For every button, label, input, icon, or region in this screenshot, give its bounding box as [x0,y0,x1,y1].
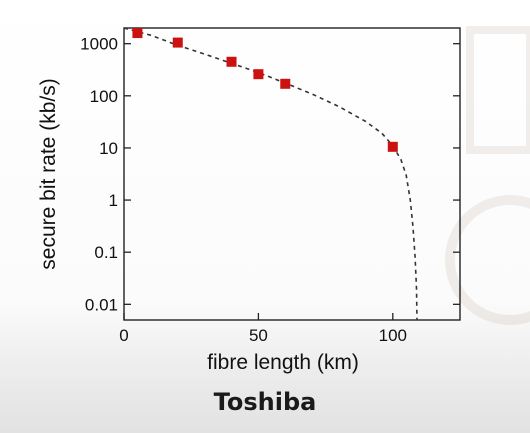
x-axis: 0 50 100 [119,313,407,345]
data-point-marker [387,141,398,152]
y-tick-label: 0.01 [85,295,118,314]
data-markers [132,28,398,152]
footer-label: Toshiba [213,388,317,416]
data-point-marker [172,37,183,48]
x-axis-title: fibre length (km) [207,351,359,374]
chart: 0.01 0.1 1 10 100 1000 0 50 100 fibre length (k… [37,27,461,374]
data-point-marker [253,69,264,80]
y-tick-label: 10 [99,139,118,158]
y-tick-label: 0.1 [94,243,118,262]
y-tick-label: 100 [90,87,118,106]
x-tick-label: 100 [379,326,407,345]
y-axis-title: secure bit rate (kb/s) [37,78,60,269]
y-tick-label: 1000 [80,35,118,54]
plot-frame [123,27,461,321]
x-tick-label: 0 [119,326,128,345]
data-point-marker [226,56,237,67]
watermark-crest-icon [445,26,530,325]
data-point-marker [132,28,143,39]
y-axis: 0.01 0.1 1 10 100 1000 [80,35,460,314]
fit-curve-line [123,27,418,321]
y-tick-label: 1 [109,191,118,210]
x-tick-label: 50 [249,326,268,345]
data-point-marker [280,78,291,89]
